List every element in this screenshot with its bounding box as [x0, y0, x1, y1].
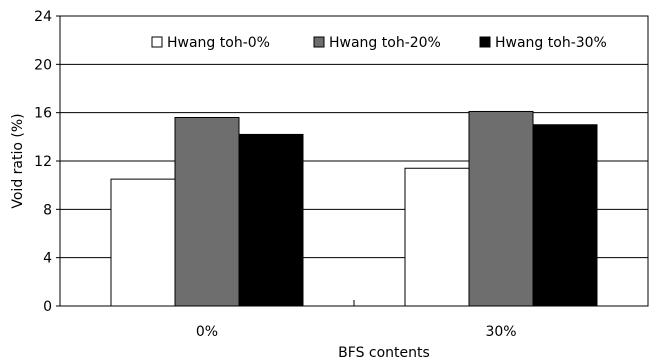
legend-swatch-2	[313, 36, 325, 48]
bars	[110, 110, 598, 307]
y-tick-label: 20	[34, 57, 52, 73]
legend: Hwang toh-0% Hwang toh-20% Hwang toh-30%	[151, 35, 607, 51]
axes	[56, 15, 649, 307]
bar-1-1	[110, 178, 176, 307]
legend-label-2: Hwang toh-20%	[329, 35, 441, 51]
legend-label-3: Hwang toh-30%	[495, 35, 607, 51]
bar-3-1	[238, 133, 304, 307]
legend-swatch-3	[479, 36, 491, 48]
category-labels: 0% 30%	[196, 324, 517, 340]
x-axis-title: BFS contents	[338, 345, 430, 361]
x-category-label: 30%	[485, 324, 516, 340]
y-axis-title: Void ratio (%)	[10, 113, 26, 208]
bar-2-1	[174, 117, 240, 307]
y-tick-label: 16	[34, 106, 52, 122]
y-tick-label: 24	[34, 9, 52, 25]
y-tick-label: 0	[43, 299, 52, 315]
y-tick-label: 12	[34, 154, 52, 170]
bar-2-2	[468, 110, 534, 307]
y-tick-label: 4	[43, 251, 52, 267]
bar-1-2	[404, 167, 470, 307]
y-tick-label: 8	[43, 202, 52, 218]
legend-label-1: Hwang toh-0%	[167, 35, 270, 51]
tick-labels: 0 4 8 12 16 20 24	[34, 9, 52, 315]
x-category-label: 0%	[196, 324, 218, 340]
legend-swatch-1	[151, 36, 163, 48]
bar-3-2	[532, 124, 598, 307]
